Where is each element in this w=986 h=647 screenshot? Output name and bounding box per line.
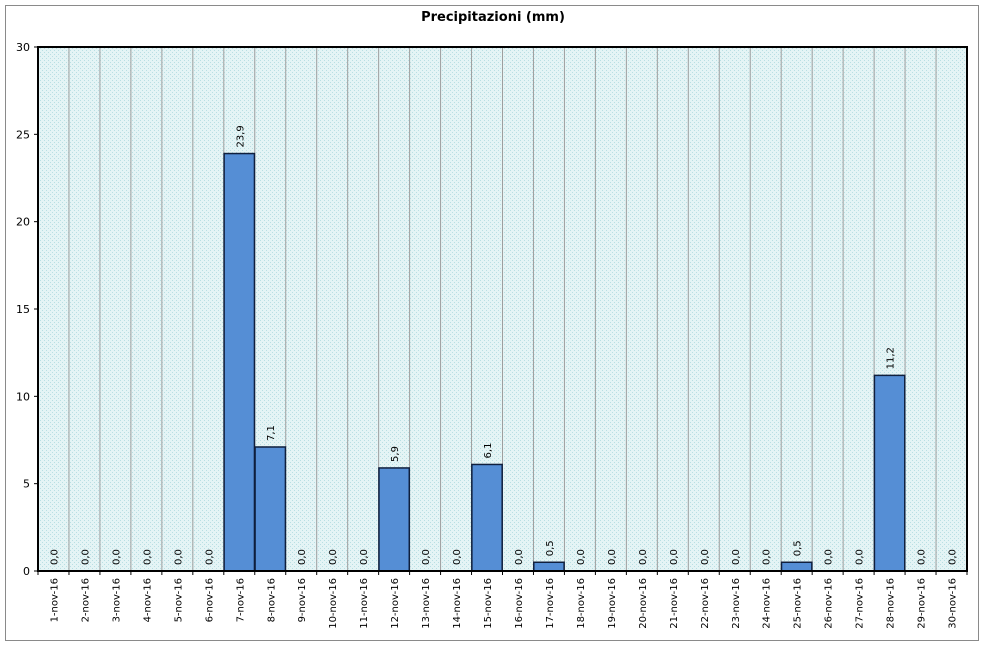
data-label: 11,2 <box>886 347 897 369</box>
x-tick-label: 1-nov-16 <box>49 578 60 622</box>
x-tick-label: 20-nov-16 <box>638 578 649 629</box>
x-tick-label: 2-nov-16 <box>80 578 91 622</box>
bar <box>780 561 813 572</box>
x-tick-label: 18-nov-16 <box>576 578 587 629</box>
x-tick-label: 12-nov-16 <box>390 578 401 629</box>
data-label: 0,0 <box>142 549 153 565</box>
data-labels: 0,0 0,0 0,0 0,0 0,0 0,0 23,9 7,1 0,0 0,0 0,0 5,9 0,0… <box>49 125 958 565</box>
data-label: 0,0 <box>700 549 711 565</box>
bar <box>254 446 287 572</box>
y-tick-label: 15 <box>16 303 30 316</box>
bar <box>378 467 411 572</box>
bars <box>223 152 906 572</box>
x-tick-label: 30-nov-16 <box>948 578 959 629</box>
data-label: 0,0 <box>607 549 618 565</box>
data-label: 0,0 <box>204 549 215 565</box>
y-tick-label: 20 <box>16 216 30 229</box>
data-label: 0,0 <box>80 549 91 565</box>
data-label: 0,0 <box>452 549 463 565</box>
x-tick-label: 6-nov-16 <box>204 578 215 622</box>
x-tick-label: 17-nov-16 <box>545 578 556 629</box>
x-tick-label: 29-nov-16 <box>917 578 928 629</box>
y-tick-label: 30 <box>16 41 30 54</box>
x-tick-label: 11-nov-16 <box>359 578 370 629</box>
x-tick-label: 22-nov-16 <box>700 578 711 629</box>
data-label: 0,0 <box>514 549 525 565</box>
data-label: 5,9 <box>390 446 401 462</box>
x-tick-label: 16-nov-16 <box>514 578 525 629</box>
y-axis: 0 5 10 15 20 25 30 <box>16 41 38 578</box>
data-label: 23,9 <box>235 125 246 147</box>
x-tick-label: 21-nov-16 <box>669 578 680 629</box>
data-label: 0,0 <box>917 549 928 565</box>
data-label: 0,5 <box>793 540 804 556</box>
x-tick-label: 27-nov-16 <box>855 578 866 629</box>
x-tick-label: 9-nov-16 <box>297 578 308 622</box>
data-label: 0,0 <box>328 549 339 565</box>
x-tick-label: 25-nov-16 <box>793 578 804 629</box>
data-label: 0,0 <box>762 549 773 565</box>
bar <box>533 561 565 572</box>
data-label: 0,5 <box>545 540 556 556</box>
x-tick-label: 28-nov-16 <box>886 578 897 629</box>
data-label: 0,0 <box>638 549 649 565</box>
x-tick-label: 23-nov-16 <box>731 578 742 629</box>
x-tick-label: 3-nov-16 <box>111 578 122 622</box>
y-tick-label: 5 <box>23 478 30 491</box>
y-tick-label: 10 <box>16 390 30 403</box>
bar <box>471 463 503 572</box>
bar <box>873 374 906 572</box>
y-tick-label: 0 <box>23 565 30 578</box>
data-label: 0,0 <box>576 549 587 565</box>
x-tick-label: 24-nov-16 <box>762 578 773 629</box>
x-tick-label: 10-nov-16 <box>328 578 339 629</box>
y-tick-label: 25 <box>16 128 30 141</box>
x-tick-label: 26-nov-16 <box>824 578 835 629</box>
x-axis: 1-nov-16 2-nov-16 3-nov-16 4-nov-16 5-nov-16… <box>37 571 968 629</box>
chart-title: Precipitazioni (mm) <box>421 10 565 25</box>
data-label: 0,0 <box>359 549 370 565</box>
data-label: 0,0 <box>49 549 60 565</box>
x-tick-label: 14-nov-16 <box>452 578 463 629</box>
x-tick-label: 8-nov-16 <box>266 578 277 622</box>
data-label: 7,1 <box>266 425 277 441</box>
x-tick-label: 7-nov-16 <box>235 578 246 622</box>
bar <box>223 152 256 572</box>
x-tick-label: 4-nov-16 <box>142 578 153 622</box>
data-label: 6,1 <box>483 443 494 459</box>
data-label: 0,0 <box>421 549 432 565</box>
data-label: 0,0 <box>731 549 742 565</box>
data-label: 0,0 <box>669 549 680 565</box>
data-label: 0,0 <box>948 549 959 565</box>
data-label: 0,0 <box>173 549 184 565</box>
data-label: 0,0 <box>824 549 835 565</box>
x-tick-label: 15-nov-16 <box>483 578 494 629</box>
x-tick-label: 19-nov-16 <box>607 578 618 629</box>
x-tick-label: 5-nov-16 <box>173 578 184 622</box>
data-label: 0,0 <box>297 549 308 565</box>
x-tick-label: 13-nov-16 <box>421 578 432 629</box>
data-label: 0,0 <box>855 549 866 565</box>
data-label: 0,0 <box>111 549 122 565</box>
